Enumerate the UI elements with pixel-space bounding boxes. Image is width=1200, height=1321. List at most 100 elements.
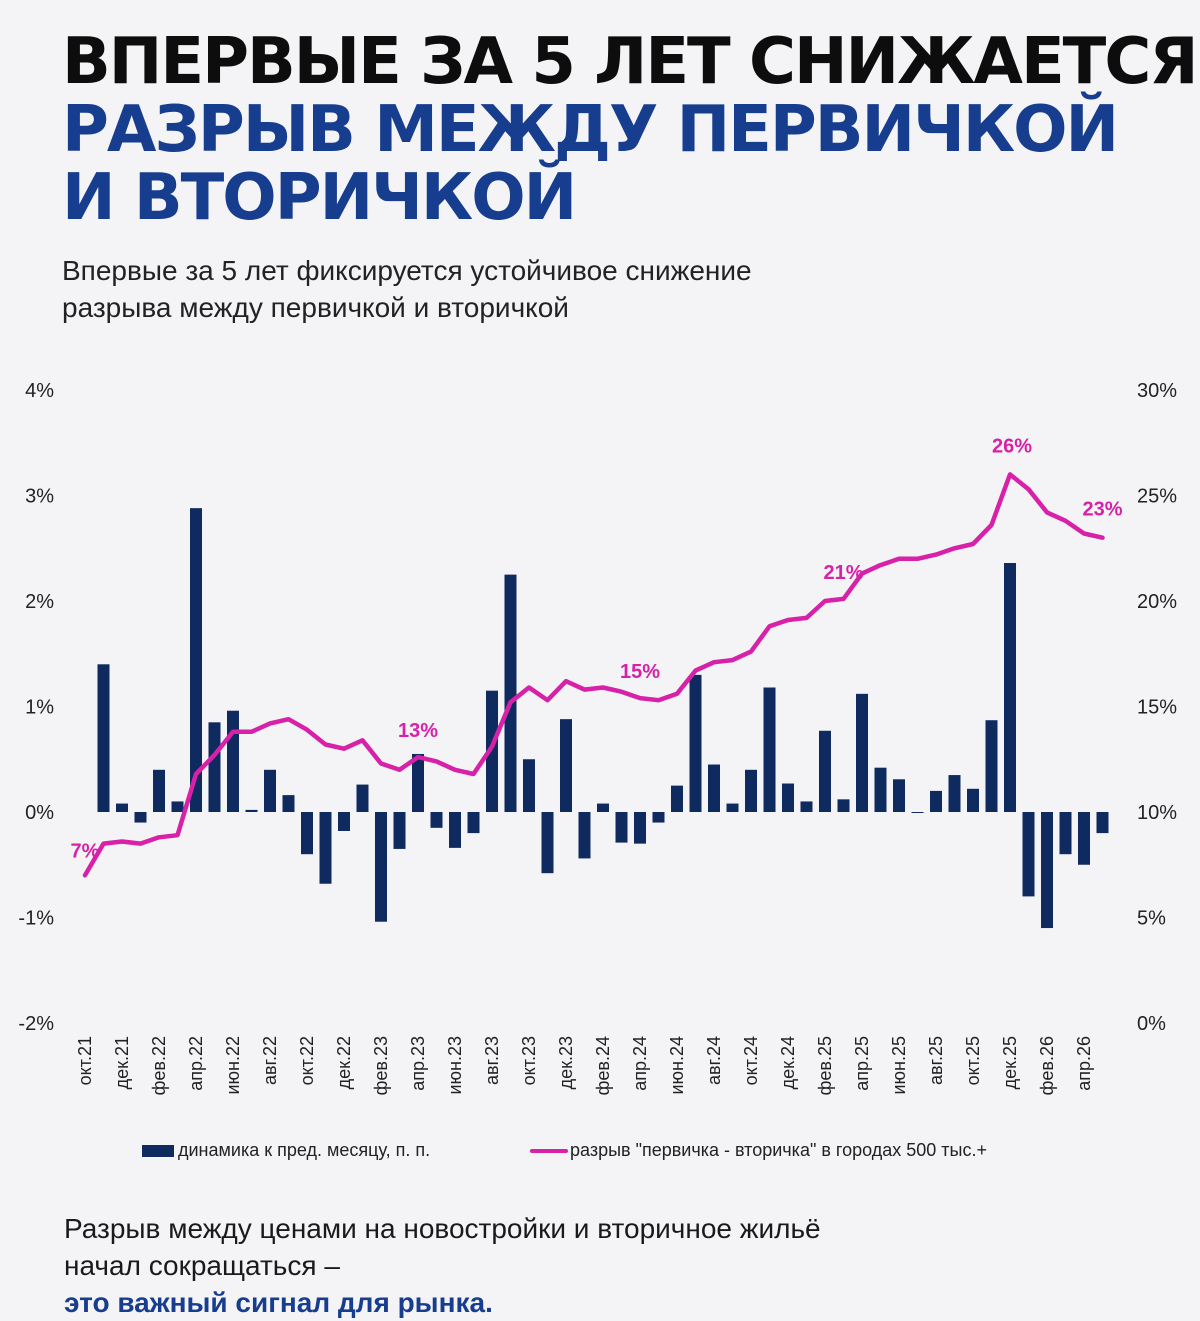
right-axis-tick-label: 15% (1137, 697, 1177, 719)
bar-июл.24 (689, 674, 702, 812)
x-tick-label: июн.23 (445, 1036, 465, 1095)
line-data-label: 7% (71, 840, 100, 862)
x-tick-label: окт.24 (741, 1036, 761, 1085)
x-tick-label: фев.22 (149, 1036, 169, 1095)
x-axis: окт.21 дек.21 фев.22 апр.22 июн.22 авг.22 окт.… (75, 1036, 1094, 1095)
headline: ВПЕРВЫЕ ЗА 5 ЛЕТ СНИЖАЕТСЯ РАЗРЫВ МЕЖДУ … (62, 28, 1199, 235)
line-data-label: 23% (1082, 499, 1122, 521)
subtitle-line-1: Впервые за 5 лет фиксируется устойчивое … (62, 255, 752, 286)
bar-апр.24 (634, 812, 646, 844)
line-series (82, 472, 1105, 878)
x-tick-label: апр.23 (408, 1036, 428, 1091)
bar-апр.22 (190, 508, 202, 812)
bar-янв.26 (1022, 812, 1035, 897)
x-tick-label: апр.22 (186, 1036, 206, 1091)
bar-июл.25 (911, 812, 924, 813)
x-tick-label: окт.22 (297, 1036, 317, 1085)
bar-авг.25 (930, 790, 942, 812)
left-axis-tick-label: -2% (18, 1013, 54, 1035)
bar-ноя.22 (319, 812, 332, 884)
legend-bar-swatch (142, 1144, 174, 1157)
data-labels: 7% 13% 15% 21% 26% 23% (71, 435, 1123, 862)
left-axis: 4% 3% 2% 1% 0% -1% -2% (18, 380, 54, 1035)
bar-июн.25 (893, 779, 905, 812)
x-tick-label: июн.25 (889, 1036, 909, 1095)
gap-line (82, 472, 1105, 878)
footer-note: Разрыв между ценами на новостройки и вто… (64, 1210, 821, 1321)
bar-ноя.23 (541, 812, 554, 874)
bar-дек.24 (782, 783, 794, 812)
right-axis-tick-label: 25% (1137, 486, 1177, 508)
bar-авг.22 (264, 769, 276, 812)
bar-мар.26 (1059, 812, 1072, 855)
bar-ноя.24 (763, 687, 776, 812)
bar-янв.24 (578, 812, 591, 859)
bar-апр.25 (856, 693, 868, 812)
x-tick-label: авг.23 (482, 1036, 502, 1085)
bar-дек.25 (1004, 563, 1016, 812)
bar-окт.22 (301, 812, 313, 855)
bar-сен.25 (948, 775, 961, 812)
bar-авг.23 (486, 690, 498, 812)
bar-май.23 (430, 812, 443, 828)
subtitle-line-2: разрыва между первичкой и вторичкой (62, 292, 569, 323)
bar-апр.26 (1078, 812, 1090, 865)
bar-мар.22 (171, 801, 184, 812)
bar-дек.22 (338, 812, 350, 831)
bar-окт.25 (967, 788, 979, 812)
headline-line-3: И ВТОРИЧКОЙ (62, 161, 577, 235)
legend-item-line: разрыв "первичка - вторичка" в городах 5… (530, 1140, 987, 1161)
right-axis-tick-label: 5% (1137, 908, 1166, 930)
bar-янв.25 (800, 801, 813, 812)
bar-авг.24 (708, 764, 720, 812)
bar-июн.22 (227, 710, 239, 812)
bar-май.26 (1096, 812, 1109, 834)
x-tick-label: фев.24 (593, 1036, 613, 1095)
x-tick-label: фев.26 (1037, 1036, 1057, 1095)
right-axis-tick-label: 0% (1137, 1013, 1166, 1035)
right-axis-tick-label: 20% (1137, 591, 1177, 613)
bar-апр.23 (412, 753, 424, 812)
bar-мар.23 (393, 812, 406, 849)
right-axis-tick-label: 10% (1137, 802, 1177, 824)
bar-июн.23 (449, 812, 461, 848)
bar-сен.23 (504, 574, 517, 812)
x-tick-label: окт.23 (519, 1036, 539, 1085)
bar-дек.23 (560, 719, 572, 812)
footer-highlight: это важный сигнал для рынка. (64, 1287, 493, 1318)
legend-line-swatch (530, 1148, 568, 1153)
footer-line-1: Разрыв между ценами на новостройки и вто… (64, 1213, 821, 1244)
x-tick-label: дек.25 (1000, 1036, 1020, 1089)
left-axis-tick-label: 0% (25, 802, 54, 824)
x-tick-label: фев.23 (371, 1036, 391, 1095)
bar-мар.24 (615, 812, 628, 843)
bar-фев.22 (153, 769, 165, 812)
bar-окт.24 (745, 769, 757, 812)
headline-line-2: РАЗРЫВ МЕЖДУ ПЕРВИЧКОЙ (62, 93, 1119, 167)
bar-мар.25 (837, 799, 850, 812)
x-tick-label: окт.21 (75, 1036, 95, 1085)
bar-сен.24 (726, 803, 739, 812)
bar-июл.22 (245, 809, 258, 812)
x-tick-label: дек.24 (778, 1036, 798, 1089)
line-data-label: 26% (992, 435, 1032, 457)
line-data-label: 21% (823, 562, 863, 584)
legend-item-bars: динамика к пред. месяцу, п. п. (142, 1140, 430, 1161)
x-tick-label: апр.24 (630, 1036, 650, 1091)
line-data-label: 13% (398, 720, 438, 742)
bar-дек.21 (116, 803, 128, 812)
bar-ноя.25 (985, 720, 998, 812)
x-tick-label: апр.26 (1074, 1036, 1094, 1091)
legend-line-label: разрыв "первичка - вторичка" в городах 5… (570, 1140, 987, 1160)
bar-ноя.21 (97, 664, 110, 812)
bar-фев.23 (375, 812, 387, 922)
bar-окт.23 (523, 759, 535, 812)
right-axis-tick-label: 30% (1137, 380, 1177, 402)
x-tick-label: дек.21 (112, 1036, 132, 1089)
bar-сен.22 (282, 795, 295, 812)
bar-фев.24 (597, 803, 609, 812)
x-tick-label: дек.23 (556, 1036, 576, 1089)
bar-series (97, 508, 1109, 929)
x-tick-label: апр.25 (852, 1036, 872, 1091)
left-axis-tick-label: 1% (25, 697, 54, 719)
